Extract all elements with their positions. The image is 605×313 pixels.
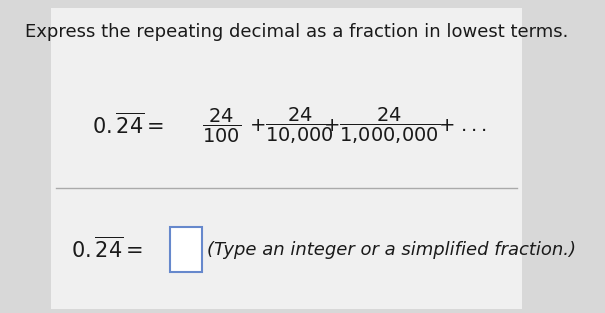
Text: $0.\overline{24}=$: $0.\overline{24}=$ [91,113,163,138]
Text: Express the repeating decimal as a fraction in lowest terms.: Express the repeating decimal as a fract… [25,23,568,41]
Text: $+\ ...$: $+\ ...$ [437,116,486,135]
Text: $0.\overline{24}=$: $0.\overline{24}=$ [71,237,143,262]
Text: (Type an integer or a simplified fraction.): (Type an integer or a simplified fractio… [207,241,576,259]
FancyBboxPatch shape [170,227,202,272]
FancyBboxPatch shape [51,8,522,309]
Text: $+$: $+$ [323,116,339,135]
Text: $\dfrac{24}{10{,}000}$: $\dfrac{24}{10{,}000}$ [265,105,335,146]
Text: $+$: $+$ [249,116,266,135]
Text: $\dfrac{24}{1{,}000{,}000}$: $\dfrac{24}{1{,}000{,}000}$ [339,105,440,146]
Text: $\dfrac{24}{100}$: $\dfrac{24}{100}$ [202,106,241,145]
